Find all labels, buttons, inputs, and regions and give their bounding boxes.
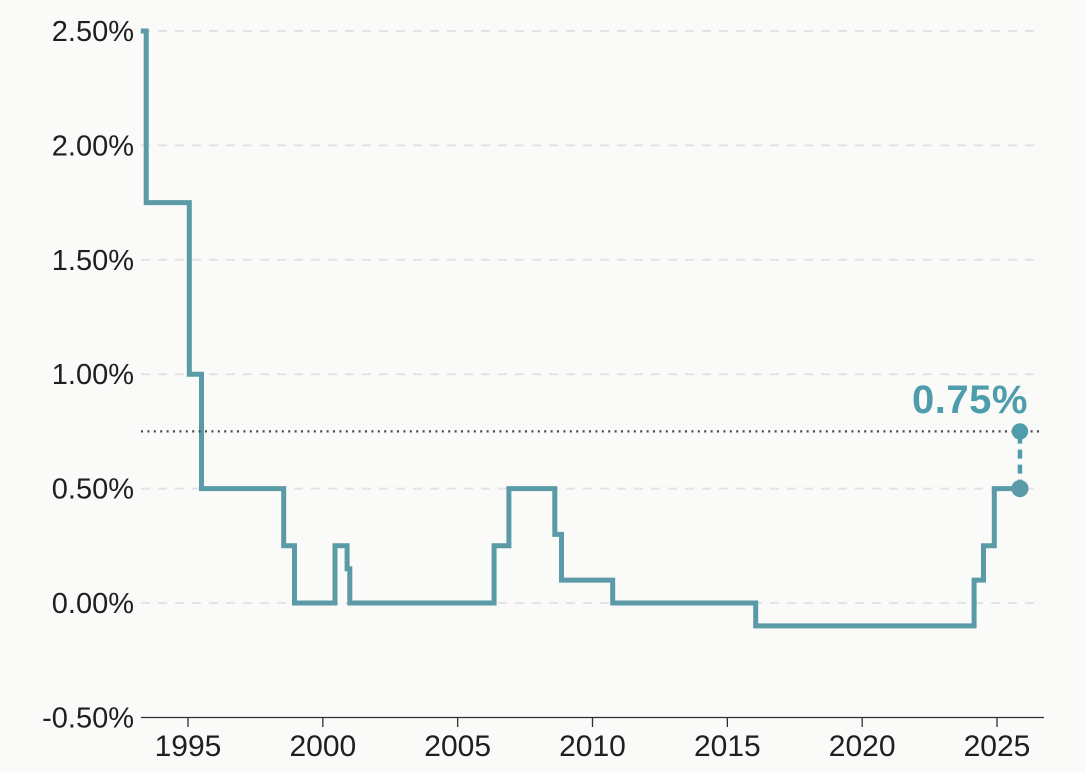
x-tick-label: 2015 xyxy=(694,730,761,763)
x-axis-labels: 1995 2000 2005 2010 2015 2020 2025 xyxy=(155,730,1031,763)
y-tick-label: 0.50% xyxy=(52,474,134,506)
x-tick-label: 2020 xyxy=(829,730,896,763)
projection-rate-label: 0.75% xyxy=(912,378,1028,423)
y-gridlines xyxy=(141,30,1037,604)
y-tick-label: 2.50% xyxy=(52,16,134,48)
current-rate-dot xyxy=(1011,480,1029,498)
y-tick-label: 1.00% xyxy=(52,359,134,391)
x-axis xyxy=(141,716,1044,727)
rate-step-line xyxy=(140,28,1020,629)
x-tick-label: 2010 xyxy=(559,730,626,763)
x-tick-label: 1995 xyxy=(155,730,222,763)
x-tick-label: 2025 xyxy=(964,730,1031,763)
y-tick-label: 1.50% xyxy=(52,245,134,277)
x-tick-label: 2005 xyxy=(424,730,491,763)
y-tick-label: 2.00% xyxy=(52,130,134,162)
x-tick-label: 2000 xyxy=(289,730,356,763)
y-tick-label: -0.50% xyxy=(42,702,134,734)
y-tick-label: 0.00% xyxy=(52,588,134,620)
y-axis-labels: 2.50% 2.00% 1.50% 1.00% 0.50% 0.00% -0.50% xyxy=(42,16,134,734)
projected-rate-dot xyxy=(1011,423,1029,440)
